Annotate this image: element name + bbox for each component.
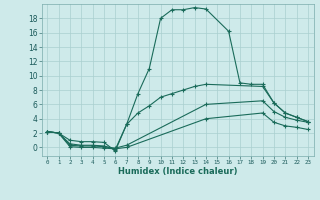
X-axis label: Humidex (Indice chaleur): Humidex (Indice chaleur) bbox=[118, 167, 237, 176]
